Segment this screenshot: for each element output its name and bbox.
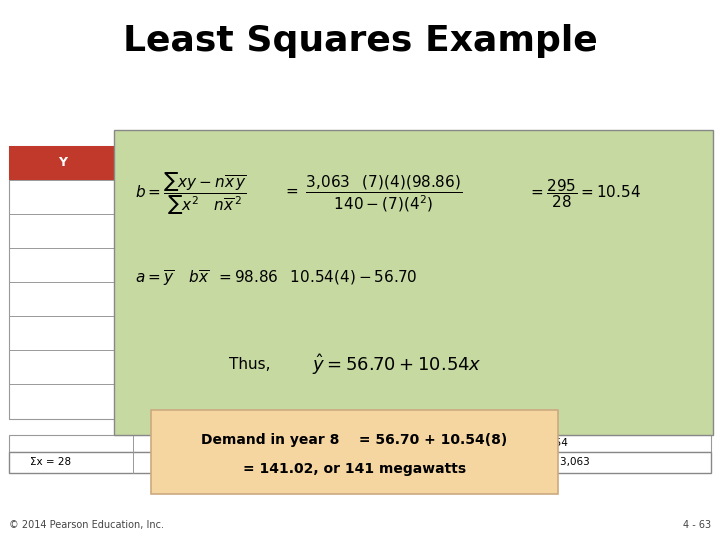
Text: = 141.02, or 141 megawatts: = 141.02, or 141 megawatts bbox=[243, 462, 466, 476]
Text: © 2014 Pearson Education, Inc.: © 2014 Pearson Education, Inc. bbox=[9, 520, 163, 530]
Text: 122: 122 bbox=[202, 438, 222, 448]
FancyBboxPatch shape bbox=[151, 410, 558, 494]
Text: Thus,: Thus, bbox=[229, 357, 271, 372]
Text: $= \dfrac{295}{28} = 10.54$: $= \dfrac{295}{28} = 10.54$ bbox=[528, 177, 641, 210]
Text: Σy = 692: Σy = 692 bbox=[189, 457, 236, 467]
Text: Least Squares Example: Least Squares Example bbox=[122, 24, 598, 57]
FancyBboxPatch shape bbox=[114, 130, 713, 435]
Text: $b = \dfrac{\sum xy - n\overline{x}\,\overline{y}}{\sum x^2 \quad n\overline{x}^: $b = \dfrac{\sum xy - n\overline{x}\,\ov… bbox=[135, 170, 248, 217]
Text: 49: 49 bbox=[379, 438, 392, 448]
Text: Σx = 28: Σx = 28 bbox=[30, 457, 71, 467]
Text: 4 - 63: 4 - 63 bbox=[683, 520, 711, 530]
FancyBboxPatch shape bbox=[9, 146, 117, 418]
Text: Y: Y bbox=[58, 157, 67, 170]
Text: $a = \overline{y} \;\;\;\; b\overline{x} \;\; = 98.86 \;\;\; 10.54(4) - 56.70$: $a = \overline{y} \;\;\;\; b\overline{x}… bbox=[135, 269, 418, 289]
Text: 854: 854 bbox=[548, 438, 568, 448]
Text: Σxy = 3,063: Σxy = 3,063 bbox=[526, 457, 590, 467]
Text: Demand in year 8    = 56.70 + 10.54(8): Demand in year 8 = 56.70 + 10.54(8) bbox=[202, 433, 508, 447]
Text: $= \;\dfrac{3{,}063 \;\;\; (7)(4)(98.86)}{140-(7)(4^2)}$: $= \;\dfrac{3{,}063 \;\;\; (7)(4)(98.86)… bbox=[283, 173, 462, 214]
Text: $\hat{y} = 56.70 + 10.54x$: $\hat{y} = 56.70 + 10.54x$ bbox=[312, 352, 482, 377]
FancyBboxPatch shape bbox=[9, 146, 117, 180]
FancyBboxPatch shape bbox=[9, 452, 711, 472]
FancyBboxPatch shape bbox=[9, 435, 711, 452]
Text: Σx² = 140: Σx² = 140 bbox=[359, 457, 411, 467]
